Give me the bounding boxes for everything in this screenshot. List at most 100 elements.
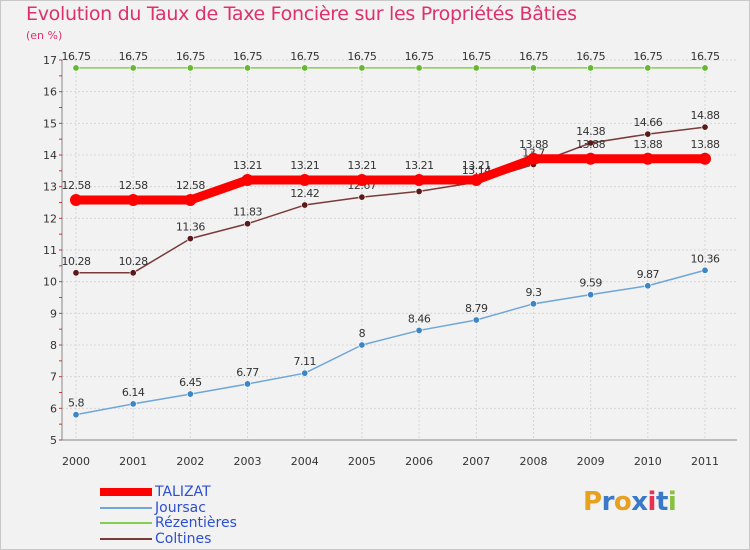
data-label-talizat: 12.58 [119, 179, 148, 192]
legend-swatch-rezentieres [100, 522, 152, 524]
series-point-coltines [415, 187, 423, 195]
chart-title: Evolution du Taux de Taxe Foncière sur l… [26, 3, 577, 25]
series-point-joursac [186, 390, 194, 398]
x-tick-label: 2003 [234, 455, 262, 468]
data-label-talizat: 13.88 [633, 138, 662, 151]
data-label-r-zenti-res: 16.75 [405, 50, 434, 63]
series-point-joursac [587, 291, 595, 299]
data-label-talizat: 13.21 [290, 159, 319, 172]
x-tick-label: 2008 [519, 455, 547, 468]
data-label-talizat: 13.21 [233, 159, 262, 172]
series-point-r-zenti-res [529, 64, 537, 72]
data-label-joursac: 10.36 [691, 252, 720, 265]
data-label-joursac: 6.77 [236, 366, 259, 379]
y-tick-label: 16 [43, 86, 57, 99]
series-point-r-zenti-res [701, 64, 709, 72]
x-tick-label: 2010 [634, 455, 662, 468]
series-point-r-zenti-res [244, 64, 252, 72]
data-label-talizat: 13.88 [576, 138, 605, 151]
legend-item-coltines: Coltines [100, 531, 300, 547]
data-label-coltines: 14.88 [691, 109, 720, 122]
data-label-r-zenti-res: 16.75 [633, 50, 662, 63]
series-point-r-zenti-res [72, 64, 80, 72]
series-point-joursac [72, 411, 80, 419]
series-point-joursac [129, 400, 137, 408]
x-tick-label: 2001 [119, 455, 147, 468]
data-label-joursac: 8.46 [408, 312, 431, 325]
series-point-talizat [355, 174, 368, 187]
series-point-coltines [587, 139, 595, 147]
series-point-coltines [129, 269, 137, 277]
series-line-coltines [76, 126, 706, 274]
data-label-coltines: 10.28 [119, 255, 148, 268]
data-label-joursac: 8.79 [465, 302, 488, 315]
y-tick-label: 8 [50, 339, 57, 352]
x-tick-label: 2004 [291, 455, 319, 468]
series-point-talizat [699, 152, 711, 165]
data-label-joursac: 6.14 [122, 386, 145, 399]
legend-label-talizat: TALIZAT [155, 484, 211, 500]
series-point-coltines [358, 193, 366, 201]
series-point-r-zenti-res [186, 64, 194, 72]
data-label-r-zenti-res: 16.75 [62, 50, 91, 63]
proxiti-logo: Proxiti [583, 487, 677, 517]
series-point-joursac [244, 380, 252, 388]
data-label-joursac: 6.45 [179, 376, 202, 389]
y-tick-label: 14 [43, 149, 57, 162]
data-label-coltines: 14.38 [576, 125, 605, 138]
series-point-joursac [301, 369, 309, 377]
y-tick-label: 9 [50, 307, 57, 320]
legend-label-coltines: Coltines [155, 530, 212, 547]
y-tick-label: 6 [50, 402, 57, 415]
series-point-talizat [584, 152, 597, 165]
x-tick-label: 2009 [577, 455, 605, 468]
legend-swatch-joursac [100, 506, 152, 509]
series-point-joursac [529, 300, 537, 308]
series-point-r-zenti-res [472, 64, 480, 72]
y-tick-label: 12 [43, 212, 57, 225]
series-line-talizat [76, 154, 705, 205]
x-tick-label: 2007 [462, 455, 490, 468]
data-label-joursac: 7.11 [293, 355, 316, 368]
data-label-r-zenti-res: 16.75 [576, 50, 605, 63]
data-label-r-zenti-res: 16.75 [233, 50, 262, 63]
data-label-r-zenti-res: 16.75 [290, 50, 319, 63]
series-point-joursac [358, 341, 366, 349]
series-point-r-zenti-res [358, 64, 366, 72]
x-tick-label: 2011 [691, 455, 719, 468]
series-point-coltines [244, 220, 252, 228]
y-tick-label: 15 [43, 117, 57, 130]
data-label-coltines: 11.83 [233, 206, 262, 219]
data-label-talizat: 13.21 [347, 159, 376, 172]
series-point-r-zenti-res [129, 64, 137, 72]
series-point-talizat [298, 174, 311, 187]
y-tick-label: 5 [50, 434, 57, 447]
data-label-joursac: 9.59 [579, 277, 602, 290]
series-point-talizat [241, 174, 254, 187]
x-tick-label: 2006 [405, 455, 433, 468]
data-label-joursac: 9.87 [637, 268, 660, 281]
series-point-talizat [70, 193, 82, 206]
data-label-r-zenti-res: 16.75 [347, 50, 376, 63]
series-point-coltines [644, 130, 652, 138]
legend-item-joursac: Joursac [100, 500, 300, 516]
data-label-talizat: 13.21 [462, 159, 491, 172]
series-point-r-zenti-res [301, 64, 309, 72]
series-point-r-zenti-res [415, 64, 423, 72]
logo-letter: P [583, 487, 602, 517]
y-tick-label: 11 [43, 244, 57, 257]
legend-swatch-coltines [100, 537, 152, 540]
data-label-coltines: 11.36 [176, 221, 205, 234]
y-tick-label: 17 [43, 54, 57, 67]
data-label-r-zenti-res: 16.75 [119, 50, 148, 63]
logo-letter: o [613, 487, 632, 517]
data-label-coltines: 12.42 [290, 187, 319, 200]
legend-label-rezentieres: Rézentières [155, 515, 237, 531]
legend: TALIZAT Joursac Rézentières Coltines [100, 484, 300, 547]
series-point-talizat [127, 193, 140, 206]
data-label-r-zenti-res: 16.75 [691, 50, 720, 63]
logo-letter: r [601, 487, 615, 517]
series-point-r-zenti-res [644, 64, 652, 72]
data-label-talizat: 13.88 [519, 138, 548, 151]
data-label-joursac: 5.8 [68, 397, 84, 410]
